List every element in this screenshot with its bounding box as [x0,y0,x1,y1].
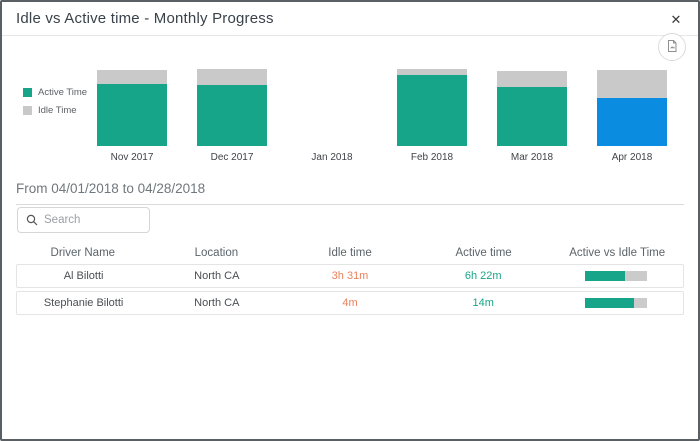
month-label: Dec 2017 [210,152,254,163]
chart-bar-jan-2018[interactable]: Jan 2018 [282,69,382,169]
active-time-cell: 14m [472,297,494,309]
chart-bar-dec-2017[interactable]: Dec 2017 [182,69,282,169]
bar-stack [597,69,667,146]
active-vs-idle-progressbar [585,271,648,281]
active-segment [497,87,567,146]
bar-stack [497,69,567,146]
table-row[interactable]: Stephanie Bilotti North CA 4m 14m [16,291,684,315]
chart-legend: Active Time Idle Time [23,87,87,123]
column-header-active-time: Active time [455,247,512,259]
search-input[interactable] [44,214,141,226]
search-box [17,207,150,233]
location-cell: North CA [194,297,240,309]
idle-time-cell: 4m [342,297,358,309]
legend-item-idle-time: Idle Time [23,105,87,116]
month-label: Mar 2018 [510,152,554,163]
idle-segment [597,70,667,98]
progressbar-fill [585,298,634,308]
dialog-header: Idle vs Active time - Monthly Progress ✕ [2,2,698,36]
driver-name-cell: Al Bilotti [63,270,104,282]
bar-stack [397,69,467,146]
idle-time-cell: 3h 31m [331,270,369,282]
idle-segment [397,69,467,75]
chart-bar-feb-2018[interactable]: Feb 2018 [382,69,482,169]
active-vs-idle-cell [550,271,683,281]
close-icon: ✕ [670,12,682,27]
bar-stack [97,69,167,146]
legend-label: Active Time [38,87,88,98]
column-header-location: Location [194,247,239,259]
legend-item-active-time: Active Time [23,87,87,98]
active-time-swatch [23,88,32,97]
drivers-table: Driver Name Location Idle time Active ti… [16,242,684,318]
progressbar-fill [585,271,626,281]
idle-time-swatch [23,106,32,115]
month-label: Feb 2018 [410,152,454,163]
export-icon [665,39,679,56]
active-segment [397,75,467,146]
close-button[interactable]: ✕ [666,10,686,30]
dialog-title: Idle vs Active time - Monthly Progress [16,10,274,27]
bar-stack [197,69,267,146]
export-button[interactable] [658,33,686,61]
column-header-idle-time: Idle time [328,247,372,259]
column-header-active-vs-idle: Active vs Idle Time [569,247,666,259]
active-segment [197,85,267,146]
chart-bar-nov-2017[interactable]: Nov 2017 [82,69,182,169]
month-label: Jan 2018 [311,152,353,163]
active-time-cell: 6h 22m [464,270,502,282]
chart-bar-mar-2018[interactable]: Mar 2018 [482,69,582,169]
column-header-driver-name: Driver Name [50,247,116,259]
monthly-progress-chart: Nov 2017 Dec 2017 Jan 2018 Feb 2018 Mar 2018… [82,69,682,169]
month-label: Nov 2017 [110,152,154,163]
location-cell: North CA [194,270,240,282]
active-segment [97,84,167,146]
table-row[interactable]: Al Bilotti North CA 3h 31m 6h 22m [16,264,684,288]
legend-label: Idle Time [38,105,77,116]
bar-stack [297,69,367,146]
idle-segment [497,71,567,87]
active-vs-idle-cell [550,298,683,308]
driver-name-cell: Stephanie Bilotti [43,297,124,309]
table-header-row: Driver Name Location Idle time Active ti… [16,242,684,264]
chart-bar-apr-2018[interactable]: Apr 2018 [582,69,682,169]
month-label: Apr 2018 [611,152,653,163]
search-icon [26,214,38,226]
active-segment [597,98,667,146]
table-body: Al Bilotti North CA 3h 31m 6h 22m Stephanie … [16,264,684,315]
idle-segment [97,70,167,84]
idle-segment [197,69,267,85]
date-range-label: From 04/01/2018 to 04/28/2018 [16,181,684,205]
active-vs-idle-progressbar [585,298,648,308]
